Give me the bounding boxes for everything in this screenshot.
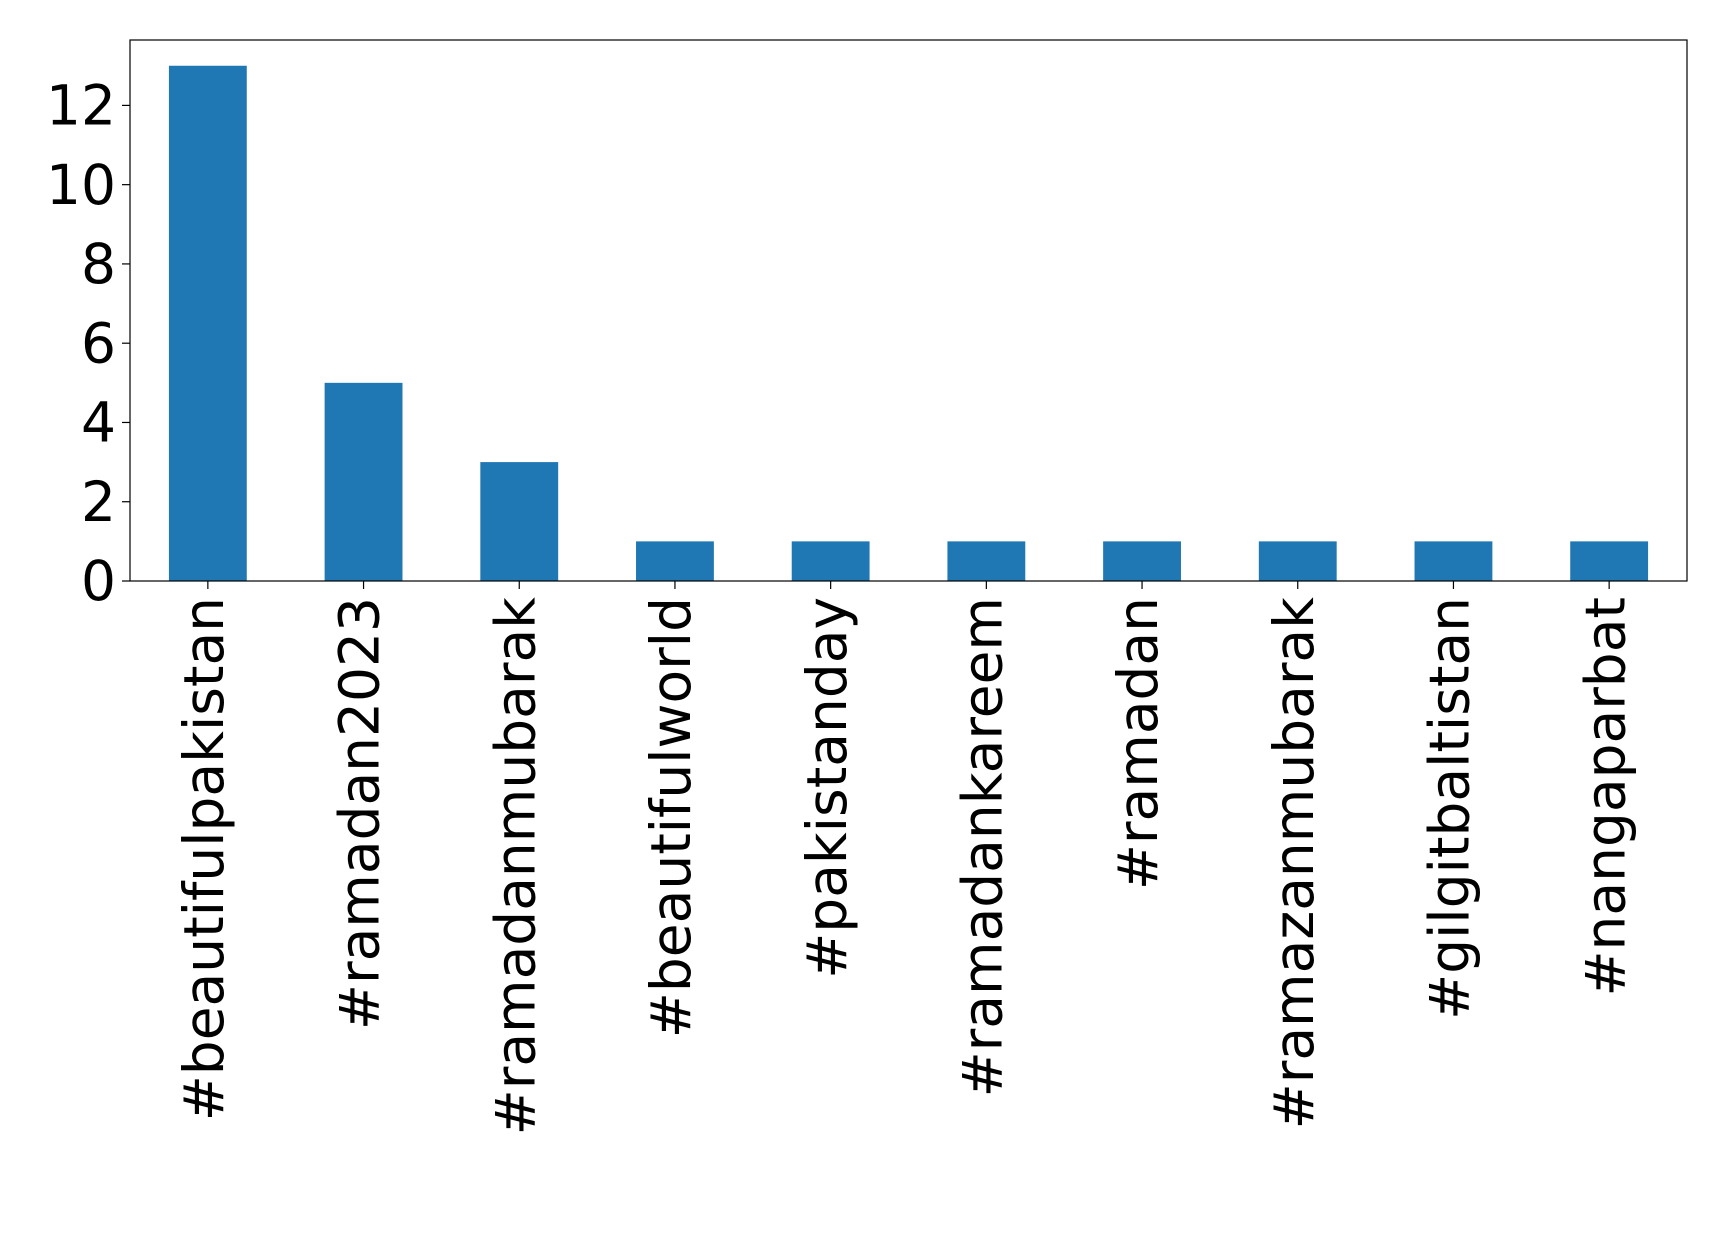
bar <box>636 541 714 581</box>
y-tick-label: 6 <box>81 311 116 375</box>
x-tick-label: #ramadanmubarak <box>483 597 547 1136</box>
y-tick-label: 12 <box>46 74 116 138</box>
x-tick-label: #pakistanday <box>795 597 859 979</box>
y-tick-label: 0 <box>81 549 116 613</box>
plot-frame <box>129 39 1688 582</box>
x-tick-label: #ramadan2023 <box>328 597 392 1030</box>
x-tick-label: #beautifulpakistan <box>172 597 236 1121</box>
bar <box>1258 541 1337 581</box>
bar <box>324 382 403 581</box>
bar <box>1414 541 1493 581</box>
y-tick-label: 10 <box>46 153 116 217</box>
y-tick-label: 8 <box>81 232 116 296</box>
x-tick-label: #ramadan <box>1106 597 1170 890</box>
x-tick-label: #ramadankareem <box>950 597 1014 1097</box>
bar <box>1103 541 1181 581</box>
y-tick-label: 4 <box>81 391 116 455</box>
bar <box>168 65 247 581</box>
bar <box>1570 541 1649 581</box>
y-tick-label: 2 <box>81 470 116 534</box>
x-tick-label: #nangaparbat <box>1573 597 1637 997</box>
x-tick-label: #ramazanmubarak <box>1262 597 1326 1129</box>
x-tick-label: #beautifulworld <box>639 597 703 1038</box>
bar <box>791 541 870 581</box>
bar <box>947 541 1026 581</box>
x-tick-label: #gilgitbaltistan <box>1418 597 1482 1020</box>
bar <box>480 462 559 581</box>
